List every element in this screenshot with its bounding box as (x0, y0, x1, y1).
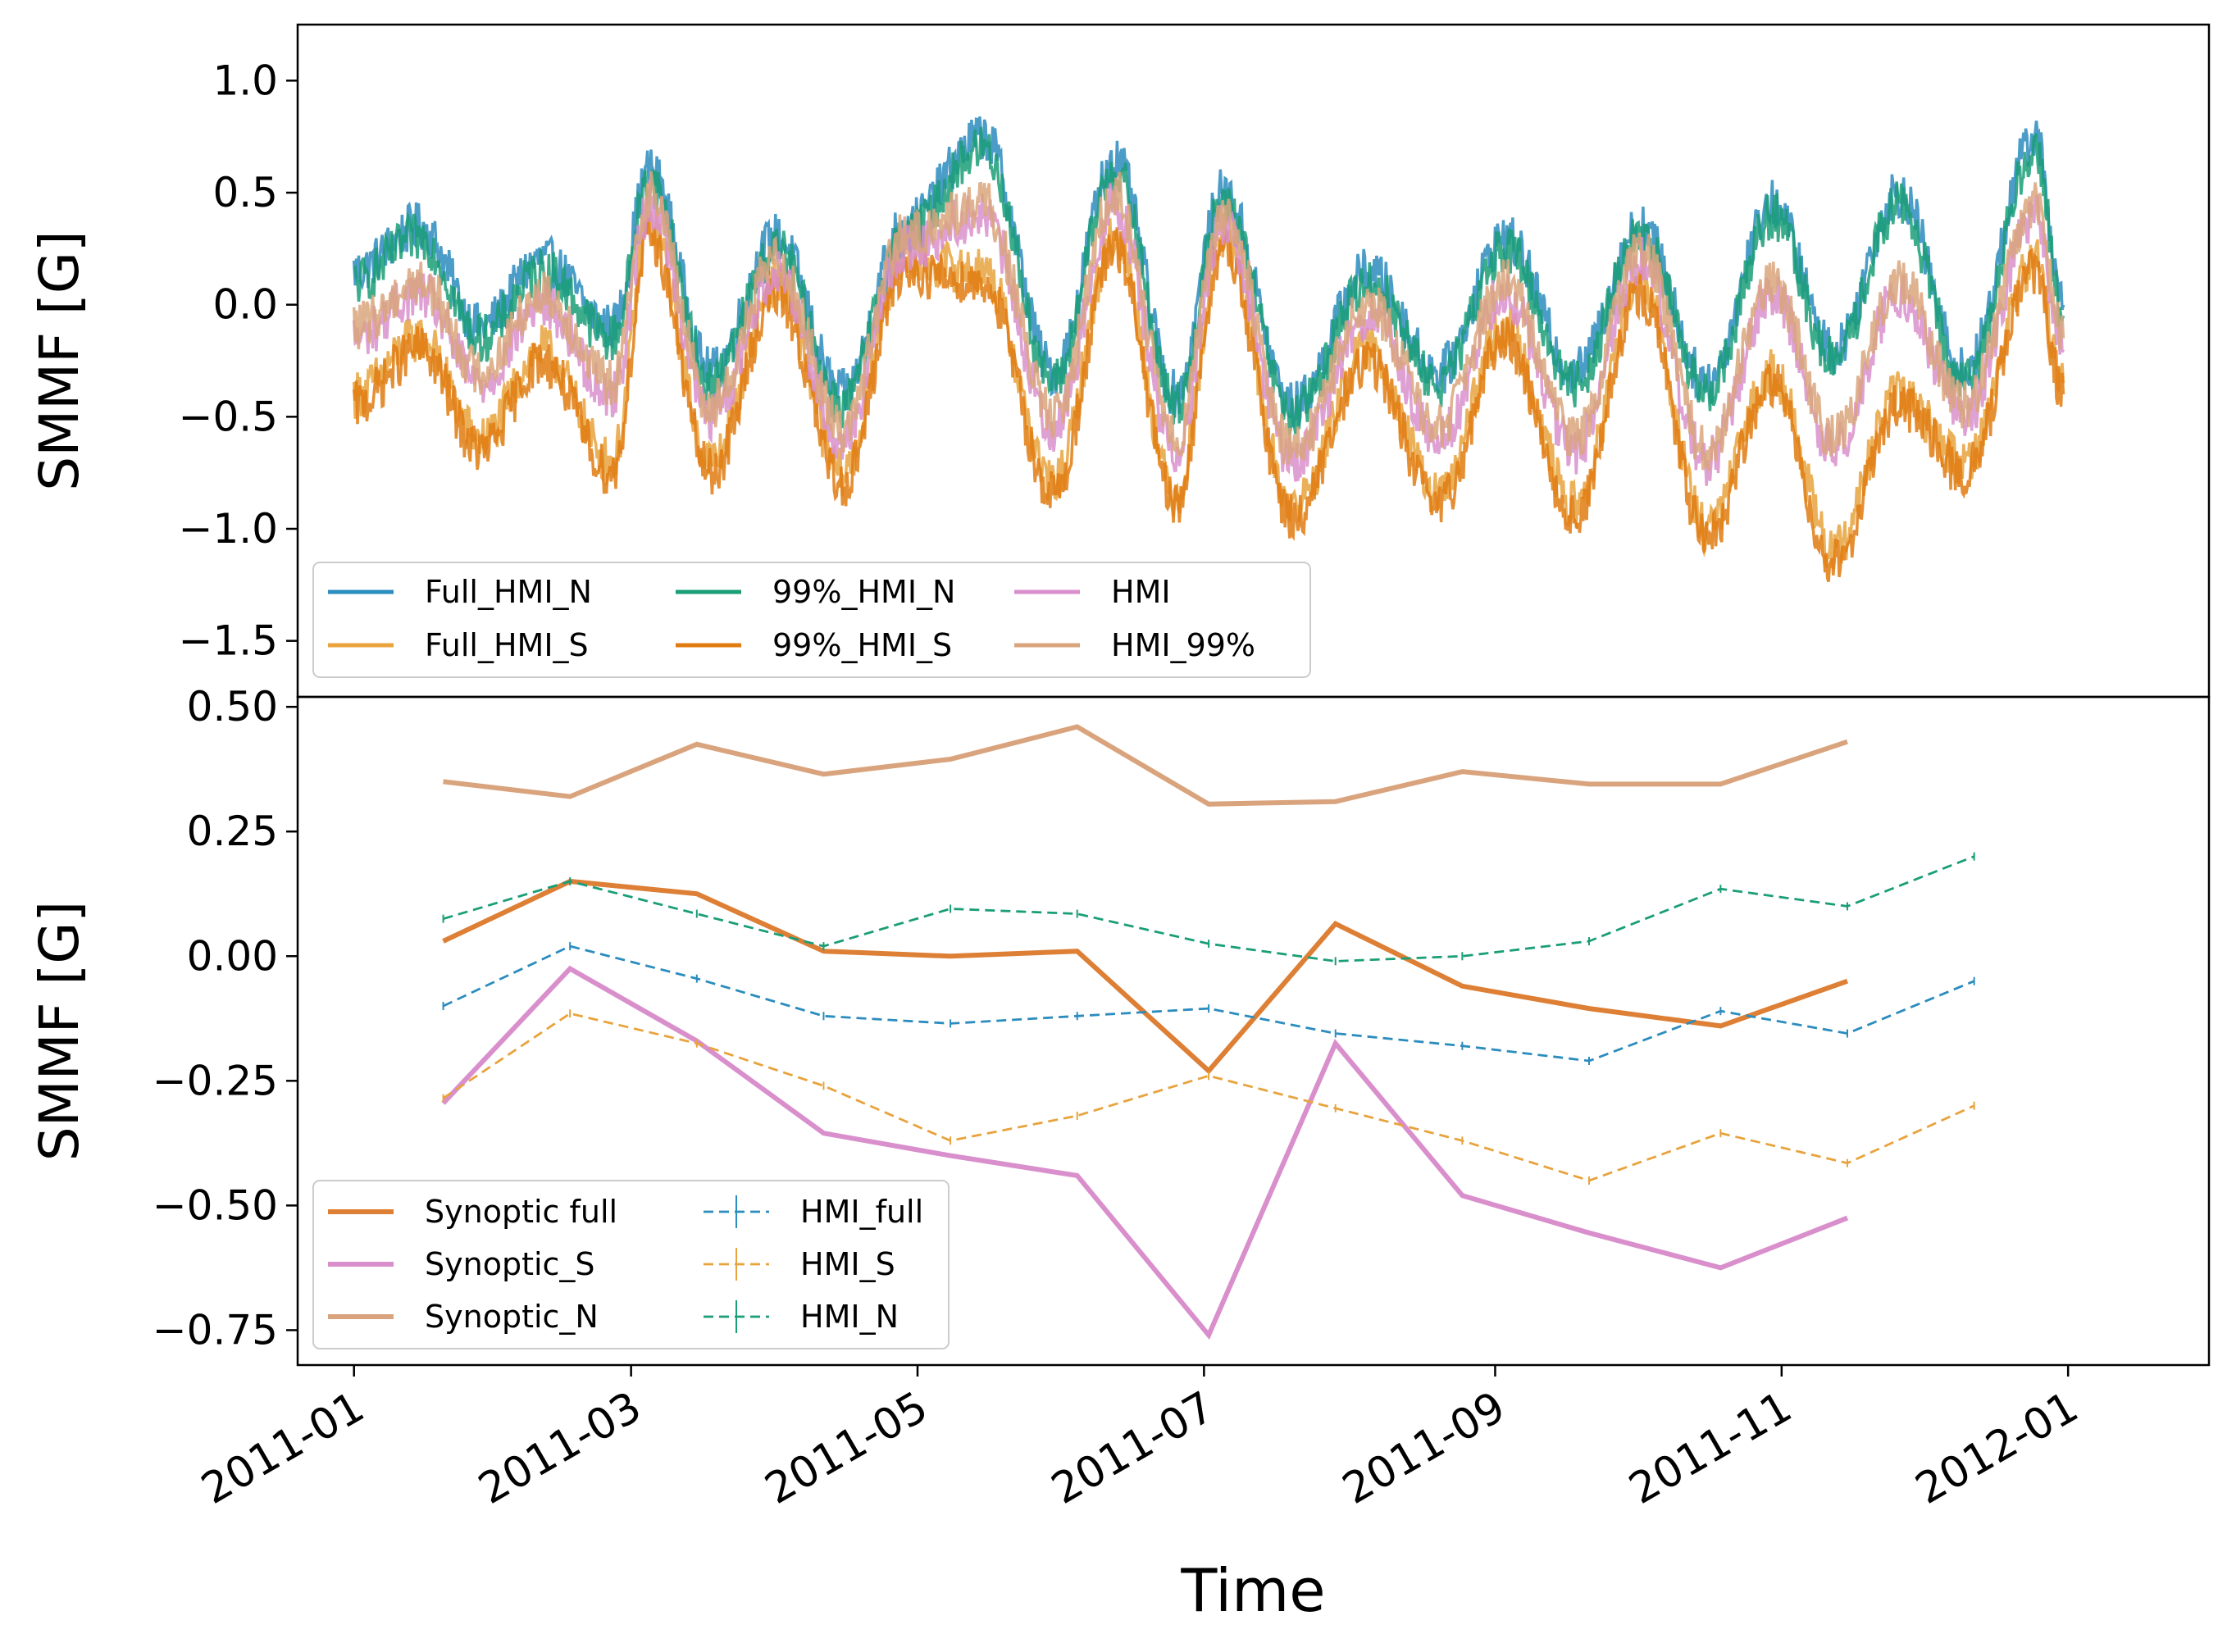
xtick-label: 2011-11 (1621, 1382, 1800, 1514)
top-legend-label: 99%_HMI_S (772, 627, 952, 663)
bottom-legend-label: Synoptic_N (425, 1299, 599, 1335)
bottom-legend-label: Synoptic_S (425, 1246, 595, 1282)
xtick-label: 2011-05 (757, 1382, 936, 1514)
bottom-legend-label: HMI_N (800, 1299, 899, 1335)
series-line-HMI_99% (352, 171, 2065, 471)
bottom-ytick-label: 0.50 (187, 683, 278, 730)
bottom-ytick-label: −0.75 (153, 1306, 278, 1354)
top-legend-label: HMI (1111, 574, 1171, 610)
bottom-ytick-label: −0.50 (153, 1181, 278, 1229)
top-ytick-label: −0.5 (179, 393, 278, 440)
series-line-99%_HMI_S (352, 217, 2065, 583)
series-line-99%_HMI_N (353, 126, 2065, 435)
top-series-group (352, 116, 2065, 583)
bottom-legend-label: HMI_S (800, 1246, 895, 1282)
top-legend-label: Full_HMI_N (425, 574, 592, 610)
bottom-legend-label: Synoptic full (425, 1194, 617, 1230)
top-legend: Full_HMI_N Full_HMI_S 99%_HMI_N 99%_HMI_S HM… (312, 562, 1311, 678)
xtick-label: 2011-07 (1044, 1382, 1223, 1514)
top-ytick-label: −1.0 (179, 505, 278, 553)
series-line-Synoptic_S (441, 965, 1849, 1340)
series-line-HMI_S (442, 1012, 1975, 1182)
top-legend-label: Full_HMI_S (425, 627, 589, 663)
series-line-HMI_full (442, 944, 1975, 1063)
xtick-label: 2011-01 (194, 1382, 372, 1514)
bottom-series-group (441, 724, 1975, 1340)
bottom-legend: Synoptic full Synoptic_S Synoptic_N HMI_ful… (312, 1180, 950, 1349)
top-ytick-label: 0.0 (212, 281, 278, 329)
bottom-ytick-label: 0.00 (187, 932, 278, 980)
top-legend-label: 99%_HMI_N (772, 574, 955, 610)
top-ytick-label: 0.5 (212, 169, 278, 216)
series-line-Synoptic full (442, 878, 1849, 1075)
bottom-legend-box (312, 1180, 950, 1349)
bottom-panel: 0.50 0.25 0.00 −0.25 −0.50 −0.75 SMMF [G] 2011-… (28, 683, 2211, 1625)
xtick-label: 2011-09 (1335, 1382, 1514, 1514)
bottom-ytick-label: −0.25 (153, 1057, 278, 1104)
xtick-label: 2011-03 (471, 1382, 649, 1514)
bottom-frame (296, 695, 2211, 1367)
top-ytick-label: −1.5 (179, 617, 278, 665)
top-ylabel: SMMF [G] (28, 230, 91, 490)
xlabel: Time (1180, 1556, 1325, 1625)
bottom-legend-label: HMI_full (800, 1194, 923, 1230)
bottom-ytick-label: 0.25 (187, 808, 278, 855)
top-legend-label: HMI_99% (1111, 627, 1255, 663)
series-line-Synoptic_N (443, 724, 1848, 807)
bottom-ylabel: SMMF [G] (28, 901, 91, 1161)
xtick-label: 2012-01 (1908, 1382, 2087, 1514)
top-ytick-label: 1.0 (212, 57, 278, 104)
